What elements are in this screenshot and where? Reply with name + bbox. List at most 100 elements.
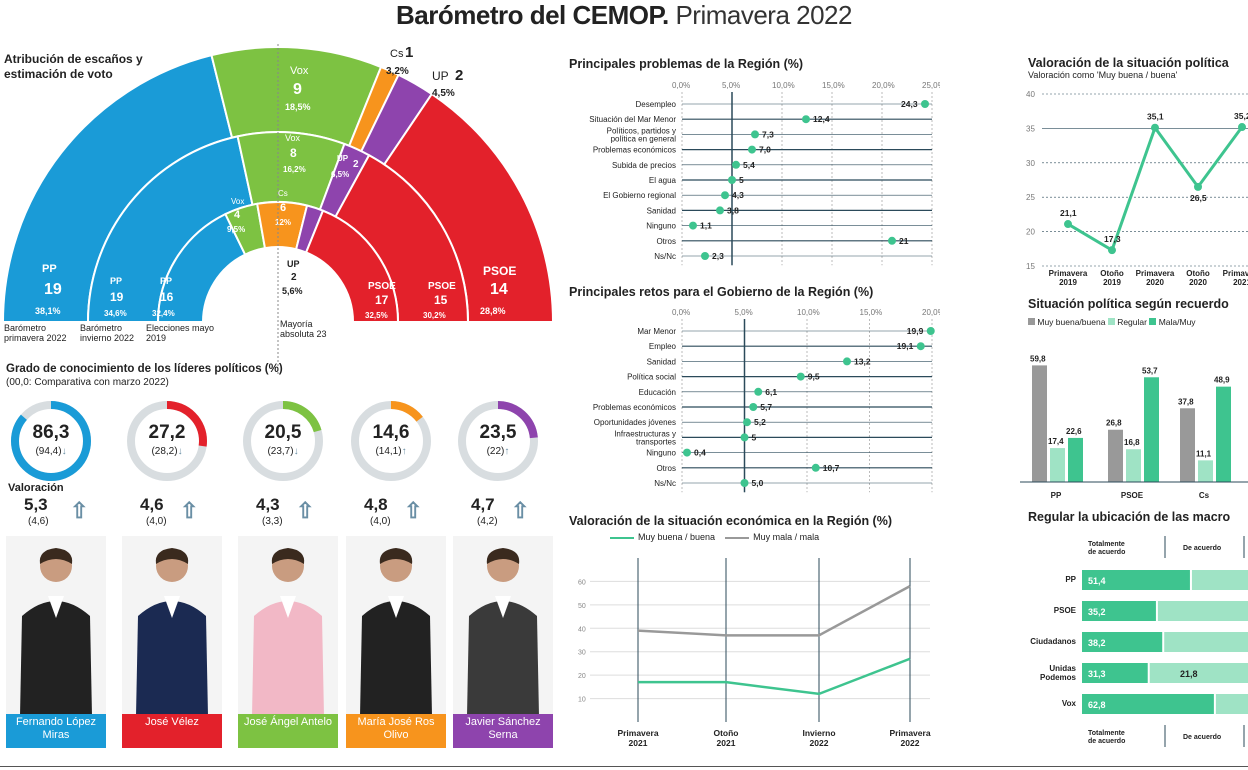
data-point: [843, 357, 851, 366]
known-ring-fill: [243, 401, 323, 481]
seat-label-p325: 32,5%: [365, 311, 388, 320]
category-label: Oportunidades jóvenes: [594, 418, 676, 427]
bar-agree: [1149, 663, 1248, 683]
politics-title: Valoración de la situación política: [1028, 56, 1229, 70]
category-label: Sanidad: [647, 357, 676, 366]
seat-label-p324: 32,4%: [152, 309, 175, 318]
up-arrow-icon: ⇧: [404, 498, 423, 523]
category-label: Problemas económicos: [593, 146, 676, 155]
trend-arrow-icon: ↓: [293, 446, 299, 457]
leader-photo: [122, 536, 222, 716]
bar-label: 53,7: [1142, 366, 1158, 375]
data-label: 0,4: [694, 448, 706, 458]
x-label: Invierno: [802, 728, 835, 738]
known-value: 20,5: [264, 422, 302, 443]
legend-bad-swatch: [725, 536, 750, 539]
x-label: 2020: [1146, 278, 1164, 287]
seat-label-p65: 6,5%: [331, 170, 349, 179]
series-line: [638, 657, 911, 696]
category-label: transportes: [636, 437, 676, 446]
category-label: Subida de precios: [612, 161, 676, 170]
recall-legend-swatch-1: [1028, 318, 1035, 325]
known-ring-fill: [458, 401, 538, 481]
category-label: Situación del Mar Menor: [589, 115, 676, 124]
trend-arrow-icon: ↓: [61, 446, 67, 457]
series-line: [637, 585, 911, 637]
known-ring: [458, 401, 538, 481]
category-label: Problemas económicos: [593, 403, 676, 412]
category-label: Infraestructuras y: [614, 429, 676, 438]
bar: [1068, 437, 1083, 482]
leader-card: 86,3 (94,4)↓ 5,3 (4,6) ⇧ Fernando López …: [6, 396, 106, 756]
known-ring: [351, 401, 431, 481]
category-label: Unidas: [1049, 664, 1076, 673]
data-point: [683, 448, 691, 457]
category-label: política en general: [611, 134, 677, 143]
bar-total: [1082, 632, 1163, 652]
x-label: 2019: [1103, 278, 1121, 287]
hair-shape: [486, 548, 520, 564]
bar-agree: [1215, 694, 1248, 714]
economy-title: Valoración de la situación económica en …: [569, 514, 892, 528]
seat-label-n2b: 2: [353, 159, 359, 170]
seats-heading: Atribución de escaños y estimación de vo…: [4, 52, 143, 81]
x-tick-label: 20,0%: [922, 308, 940, 317]
seat-label-pp_19a: PP: [42, 263, 57, 275]
score-value: 4,8: [364, 495, 388, 514]
data-point: [1064, 220, 1072, 229]
data-label: 3,8: [727, 205, 739, 215]
seat-label-vox9: Vox: [290, 65, 309, 77]
body-shape: [467, 601, 539, 716]
seat-label-psoe17: PSOE: [368, 281, 396, 292]
collar-shape: [48, 596, 64, 618]
bar-label: 59,8: [1030, 354, 1046, 363]
seat-label-pp_19b: PP: [110, 276, 122, 286]
known-value: 14,6: [372, 422, 410, 443]
leader-name: Fernando López Miras: [6, 714, 106, 748]
problems-title: Principales problemas de la Región (%): [569, 57, 804, 71]
data-point: [811, 463, 820, 472]
data-point: [748, 145, 756, 154]
recall-legend-swatch-3: [1149, 318, 1157, 325]
ring-label-2: Barómetro invierno 2022: [80, 323, 135, 343]
bar: [1198, 460, 1213, 482]
leaders-sub: (00,0: Comparativa con marzo 2022): [6, 377, 169, 388]
data-label: 35,2: [1234, 111, 1248, 121]
data-point: [921, 100, 929, 108]
category-label: Ns/Nc: [654, 252, 676, 261]
hair-shape: [379, 548, 413, 564]
leader-name: María José Ros Olivo: [346, 714, 446, 748]
seat-label-n2a: 2: [455, 67, 463, 84]
seat-label-p12: 12%: [275, 218, 291, 227]
seat-label-n9: 9: [293, 81, 302, 98]
category-label: Sanidad: [647, 206, 676, 215]
x-tick-label: 5,0%: [735, 308, 753, 317]
header-label: de acuerdo: [1088, 738, 1125, 745]
challenges-title: Principales retos para el Gobierno de la…: [569, 285, 874, 299]
bar: [1032, 365, 1047, 482]
header-label: de acuerdo: [1088, 549, 1125, 556]
hemicycle-chart: PP1938,1%PP1934,6%PP1632,4%Vox918,5%Vox8…: [1, 44, 555, 374]
category-label: Políticos, partidos y: [607, 126, 676, 135]
data-point: [721, 191, 729, 200]
data-point: [754, 387, 763, 396]
leader-photo: [346, 536, 446, 716]
leader-name: Javier Sánchez Serna: [453, 714, 553, 748]
header-label: Totalmente: [1088, 730, 1125, 737]
category-label: Vox: [1062, 699, 1077, 708]
data-label: 5: [739, 175, 744, 185]
leader-card: 20,5 (23,7)↓ 4,3 (3,3) ⇧ José Ángel Ante…: [238, 396, 338, 756]
known-value: 27,2: [148, 422, 186, 443]
y-tick-label: 40: [578, 626, 586, 633]
x-label: 2019: [1059, 278, 1077, 287]
leader-photo: [453, 536, 553, 716]
category-label: Otros: [656, 237, 676, 246]
body-shape: [252, 601, 324, 716]
ring-label-1: Barómetro primavera 2022: [4, 323, 67, 343]
seat-label-vox4: Vox: [231, 197, 244, 206]
data-label: 26,5: [1190, 193, 1207, 203]
bar-total: [1082, 663, 1148, 683]
data-label: 17,3: [1104, 234, 1121, 244]
data-label: 5,4: [743, 160, 755, 170]
data-label: 9,5: [808, 372, 820, 382]
